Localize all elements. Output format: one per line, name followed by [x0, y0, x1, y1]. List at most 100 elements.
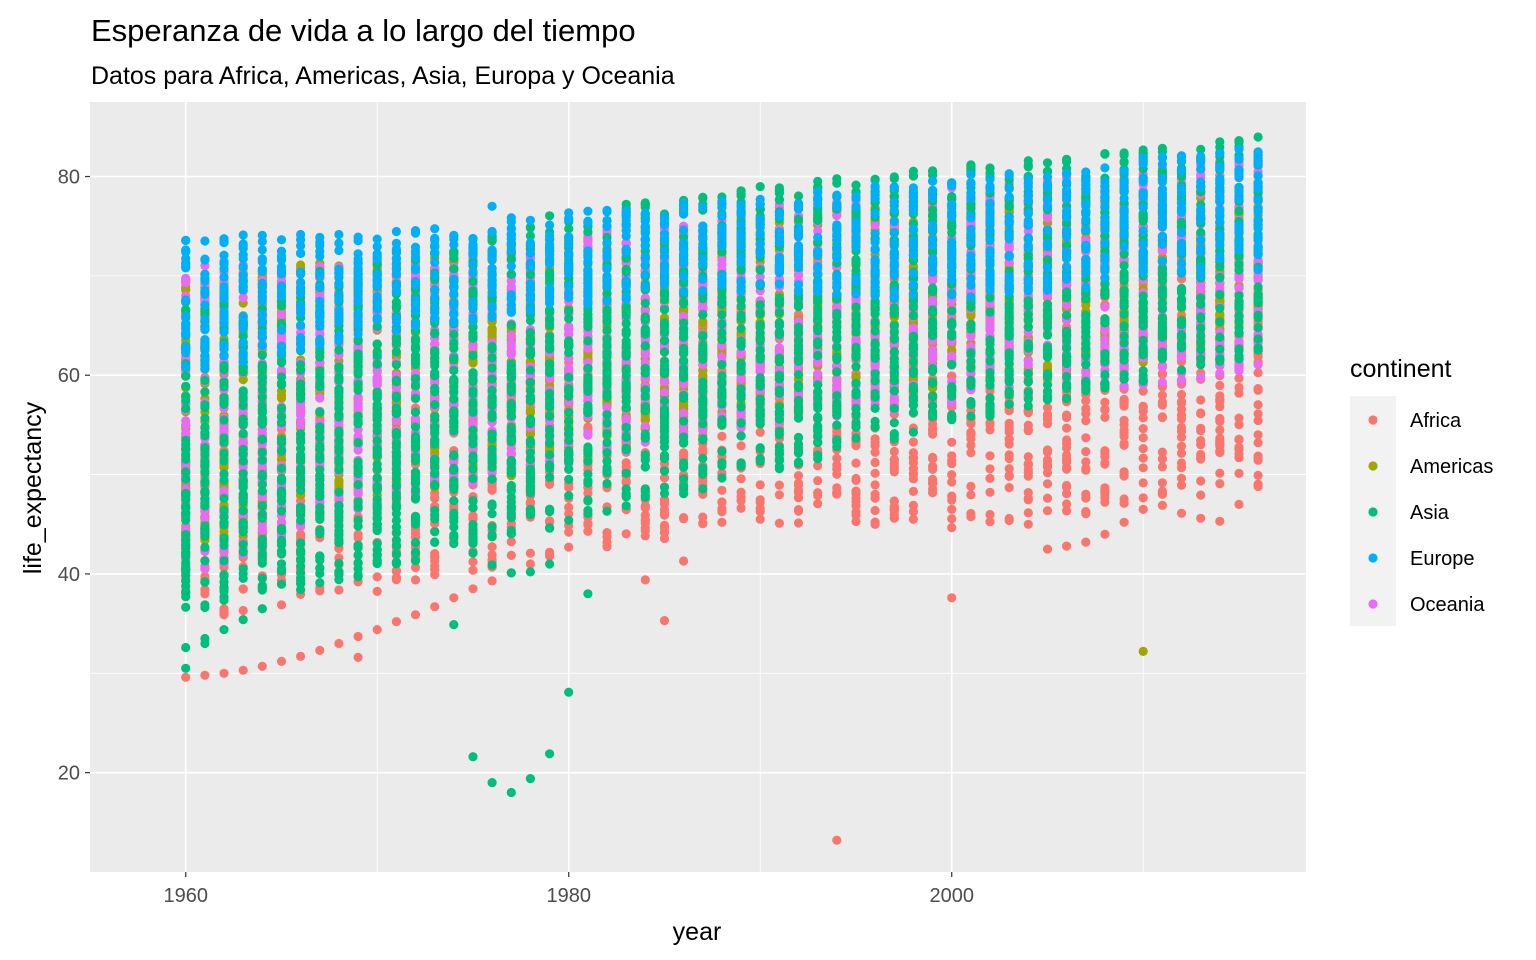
point	[1157, 369, 1167, 380]
point	[851, 473, 861, 484]
point	[1176, 422, 1187, 432]
point	[1004, 464, 1014, 474]
point	[908, 507, 919, 517]
point	[679, 514, 689, 524]
point	[736, 503, 746, 513]
point	[621, 462, 631, 472]
point	[238, 584, 248, 594]
point	[1062, 489, 1072, 499]
point	[774, 518, 785, 528]
point	[1196, 426, 1206, 436]
point	[219, 607, 229, 617]
point	[1100, 459, 1110, 469]
point	[1176, 414, 1187, 424]
point	[1176, 463, 1187, 473]
point	[966, 490, 976, 500]
point	[1138, 402, 1148, 412]
point	[1138, 444, 1148, 454]
point	[851, 488, 861, 499]
point	[1253, 438, 1263, 448]
point	[1062, 499, 1072, 509]
point	[372, 572, 382, 582]
point	[1042, 403, 1053, 413]
point	[966, 448, 976, 458]
point	[889, 513, 899, 523]
point	[717, 431, 727, 441]
point	[430, 549, 440, 559]
point	[1004, 471, 1014, 481]
point	[564, 527, 574, 537]
point	[1215, 447, 1225, 458]
point	[793, 493, 804, 503]
point	[430, 556, 440, 566]
point	[908, 453, 919, 463]
point	[793, 471, 804, 481]
point	[1157, 489, 1167, 499]
point	[181, 274, 191, 284]
point	[1157, 454, 1167, 464]
point	[736, 496, 746, 506]
point	[1157, 400, 1167, 410]
point	[506, 282, 516, 292]
point	[1196, 395, 1206, 405]
point	[851, 501, 861, 511]
point	[1062, 506, 1072, 516]
point	[391, 575, 401, 585]
point	[545, 479, 555, 489]
point	[1176, 398, 1187, 408]
point	[1081, 457, 1091, 467]
point	[1234, 388, 1244, 398]
point	[793, 505, 804, 515]
point	[640, 501, 650, 511]
point	[1138, 433, 1148, 443]
point	[947, 504, 957, 514]
point	[564, 509, 574, 519]
point	[1023, 459, 1033, 469]
point	[1138, 386, 1148, 396]
point	[698, 518, 708, 528]
point	[1253, 368, 1263, 378]
point	[717, 517, 727, 527]
point	[430, 492, 440, 502]
point	[1215, 435, 1225, 445]
point	[238, 293, 248, 303]
point	[1119, 440, 1129, 450]
point	[947, 514, 957, 524]
point	[1081, 507, 1091, 517]
point	[1081, 465, 1091, 475]
point	[1196, 408, 1206, 418]
point	[1176, 448, 1187, 458]
point	[1234, 373, 1244, 383]
point	[947, 459, 957, 469]
point	[1004, 483, 1014, 493]
point	[1062, 412, 1072, 423]
point	[966, 512, 976, 522]
point	[1004, 453, 1014, 464]
point	[755, 497, 765, 507]
point	[602, 528, 612, 538]
point	[1176, 473, 1187, 483]
point	[200, 564, 210, 574]
point	[928, 464, 938, 474]
point	[1234, 420, 1244, 430]
point	[506, 550, 516, 561]
point	[1176, 441, 1187, 451]
point	[1004, 515, 1014, 526]
point	[679, 448, 689, 458]
point	[1157, 462, 1167, 472]
point	[564, 502, 574, 512]
point	[238, 605, 248, 616]
point	[947, 491, 957, 501]
point	[659, 523, 670, 533]
point	[1138, 493, 1148, 503]
point	[181, 416, 191, 426]
point	[1081, 396, 1091, 406]
point	[832, 453, 842, 463]
point	[315, 586, 325, 596]
point	[928, 488, 938, 498]
point	[889, 496, 899, 506]
point	[1253, 385, 1263, 395]
point	[851, 458, 861, 468]
point	[621, 529, 631, 539]
